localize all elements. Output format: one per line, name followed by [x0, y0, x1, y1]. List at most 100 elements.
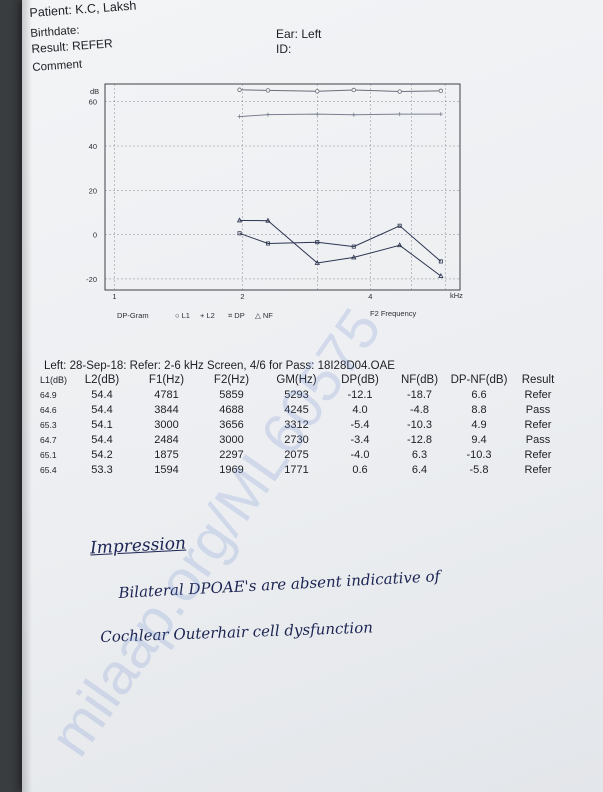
table-cell: 3656 — [219, 418, 244, 431]
table-cell: 4.0 — [352, 403, 368, 416]
y-tick-label: 40 — [89, 142, 97, 151]
table-cell: 5293 — [284, 388, 309, 401]
table-cell: -3.4 — [350, 433, 370, 446]
l2-point — [315, 112, 320, 117]
paper-edge-shadow — [22, 0, 32, 792]
x-tick-label: 1 — [112, 292, 116, 301]
table-cell: 64.7 — [40, 434, 57, 445]
dp-point — [237, 231, 242, 236]
table-cell: Refer — [524, 388, 552, 401]
table-cell: 0.6 — [352, 463, 368, 476]
series-dp-line — [239, 225, 442, 262]
table-cell: 6.6 — [471, 388, 487, 401]
l2-point — [438, 112, 443, 117]
table-cell: 64.9 — [40, 389, 57, 400]
y-unit-label: dB — [90, 87, 99, 96]
y-tick-labels: 60 40 20 0 -20 — [86, 98, 97, 284]
dp-gram-chart: 60 40 20 0 -20 1 2 4 dB kHz DP-Gram ○ L1 + L2 … — [86, 83, 463, 320]
table-cell: 64.6 — [40, 404, 57, 415]
table-cell: -5.4 — [350, 418, 370, 431]
table-row: 65.1 54.2 1875 2297 2075 -4.0 6.3 -10.3 Refer — [40, 447, 566, 462]
l1-point — [438, 88, 444, 94]
table-cell: Pass — [525, 403, 551, 416]
table-cell: -4.0 — [350, 448, 370, 461]
table-cell: 65.4 — [40, 464, 57, 475]
table-cell: 1875 — [154, 448, 179, 461]
dp-point — [265, 241, 270, 246]
x-axis-label: F2 Frequency — [370, 309, 417, 318]
table-cell: -10.3 — [466, 448, 492, 461]
table-cell: 2297 — [219, 448, 244, 461]
y-tick-label: 20 — [89, 186, 97, 195]
series-nf-line — [239, 219, 442, 277]
l2-point — [265, 112, 270, 117]
table-cell: 65.1 — [40, 449, 57, 460]
y-tick-label: 60 — [89, 98, 97, 107]
table-cell: 2484 — [154, 433, 179, 446]
table-row: 64.9 54.4 4781 5859 5293 -12.1 -18.7 6.6 Refer — [40, 387, 566, 402]
table-cell: 65.3 — [40, 419, 57, 430]
table-cell: 2075 — [284, 448, 309, 461]
series-l2-line — [239, 113, 441, 118]
column-header: DP(dB) — [341, 374, 379, 386]
table-cell: 4688 — [219, 403, 244, 416]
table-cell: 1969 — [219, 463, 244, 476]
column-header: L2(dB) — [84, 374, 120, 386]
plot-frame — [104, 83, 461, 291]
table-cell: -12.8 — [406, 433, 433, 446]
column-header: F1(Hz) — [148, 374, 185, 386]
l2-point — [237, 114, 242, 119]
column-header: L1(dB) — [40, 375, 68, 385]
column-header: F2(Hz) — [213, 374, 250, 386]
table-cell: 4245 — [284, 403, 309, 416]
table-cell: Pass — [525, 433, 551, 446]
dp-point — [438, 259, 443, 264]
l1-point — [265, 88, 271, 93]
table-cell: 4781 — [154, 388, 179, 401]
table-cell: 54.4 — [91, 433, 113, 446]
l1-point — [237, 87, 242, 92]
table-cell: Refer — [524, 448, 552, 461]
table-cell: 3844 — [154, 403, 179, 416]
table-row: 65.3 54.1 3000 3656 3312 -5.4 -10.3 4.9 Refer — [40, 417, 566, 432]
plot-grid — [105, 84, 460, 290]
legend-dp: ⌗ DP — [228, 311, 245, 320]
table-cell: Refer — [524, 418, 552, 431]
l1-point — [397, 89, 402, 94]
chart-legend: DP-Gram ○ L1 + L2 ⌗ DP △ NF F2 Frequency — [117, 309, 417, 320]
legend-nf: △ NF — [255, 311, 273, 320]
dp-point — [351, 244, 356, 249]
nf-point — [351, 254, 357, 260]
table-cell: 1594 — [154, 463, 179, 476]
nf-point — [265, 217, 271, 223]
table-row: 64.6 54.4 3844 4688 4245 4.0 -4.8 8.8 Pass — [40, 402, 566, 417]
table-cell: 53.3 — [91, 463, 113, 476]
table-cell: Refer — [524, 463, 552, 476]
table-cell: -5.8 — [469, 463, 489, 476]
table-cell: 4.9 — [471, 418, 487, 431]
column-header: NF(dB) — [400, 374, 439, 386]
l2-point — [397, 112, 402, 117]
table-cell: 3000 — [219, 433, 244, 446]
dp-point — [397, 223, 402, 228]
l2-point — [351, 112, 356, 117]
x-tick-label: 4 — [368, 292, 372, 301]
table-header-row: L1(dB) L2(dB) F1(Hz) F2(Hz) GM(Hz) DP(dB) NF(d… — [40, 373, 566, 387]
table-cell: -4.8 — [410, 403, 429, 416]
x-tick-labels: 1 2 4 — [112, 292, 372, 301]
table-cell: 3312 — [284, 418, 309, 431]
table-cell: 54.1 — [91, 418, 113, 431]
table-cell: 6.4 — [411, 463, 428, 476]
nf-point — [438, 273, 444, 278]
table-cell: 5859 — [219, 388, 244, 401]
table-cell: -10.3 — [406, 418, 433, 431]
table-row: 65.4 53.3 1594 1969 1771 0.6 6.4 -5.8 Refer — [40, 462, 566, 477]
column-header: GM(Hz) — [276, 374, 317, 386]
series-lines — [236, 87, 444, 278]
table-row: 64.7 54.4 2484 3000 2730 -3.4 -12.8 9.4 Pass — [40, 432, 566, 447]
legend-l1: ○ L1 — [175, 311, 190, 320]
nf-point — [397, 242, 403, 248]
table-body: 64.9 54.4 4781 5859 5293 -12.1 -18.7 6.6 Refer 64… — [40, 387, 566, 477]
legend-l2: + L2 — [200, 311, 215, 320]
table-cell: 9.4 — [471, 433, 487, 446]
